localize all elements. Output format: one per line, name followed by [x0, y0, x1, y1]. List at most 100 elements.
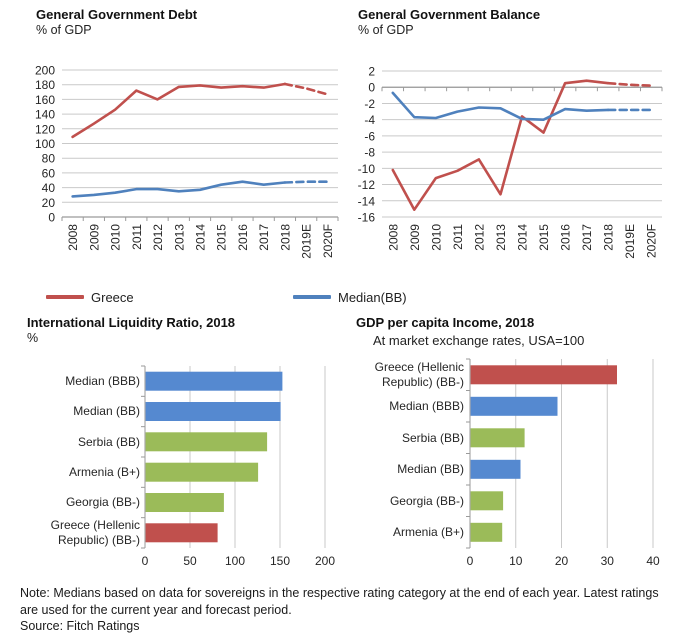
category-label: Georgia (BB-) — [389, 493, 464, 508]
bar — [145, 432, 268, 452]
category-label: Armenia (B+) — [68, 464, 140, 479]
y-tick-label: 140 — [35, 108, 55, 122]
category-label: Serbia (BB) — [401, 430, 464, 445]
y-tick-label: 80 — [42, 152, 56, 166]
bar — [470, 459, 521, 479]
x-year-label: 2011 — [451, 224, 465, 250]
series-line-greece — [391, 79, 610, 211]
x-year-label: 2020F — [321, 224, 335, 258]
y-tick-label: 40 — [42, 181, 56, 195]
x-year-label: 2009 — [87, 224, 101, 251]
category-label: Greece (Hellenic Republic) (BB-) — [374, 360, 464, 389]
category-label: Median (BB) — [397, 462, 464, 477]
x-tick-label: 20 — [555, 554, 569, 568]
bar — [470, 491, 504, 511]
series-line-median-bb- — [283, 180, 329, 184]
bar — [470, 365, 617, 385]
bar — [145, 402, 281, 421]
y-tick-label: -16 — [358, 211, 376, 225]
legend-label-median-bb: Median(BB) — [338, 289, 407, 305]
y-tick-label: -2 — [364, 97, 375, 111]
debt-chart-title: General Government Debt — [36, 7, 198, 22]
x-year-label: 2009 — [408, 224, 422, 251]
series-line-greece — [283, 82, 329, 96]
gdp-chart-title: GDP per capita Income, 2018 — [356, 315, 535, 330]
x-year-label: 2013 — [494, 224, 508, 251]
x-year-label: 2016 — [236, 224, 250, 251]
x-tick-label: 30 — [601, 554, 615, 568]
x-year-label: 2020F — [645, 224, 659, 258]
x-year-label: 2014 — [516, 224, 530, 251]
series-line-greece — [606, 81, 653, 87]
x-year-label: 2019E — [623, 224, 637, 259]
x-tick-label: 0 — [467, 554, 474, 568]
y-tick-label: -4 — [364, 113, 375, 127]
footnote-text: Note: Medians based on data for sovereig… — [20, 586, 659, 617]
debt-chart-subtitle: % of GDP — [36, 23, 92, 37]
category-label: Georgia (BB-) — [65, 495, 140, 510]
category-label: Serbia (BB) — [77, 434, 140, 449]
y-tick-label: 0 — [48, 211, 55, 225]
category-label: Median (BB) — [73, 404, 140, 419]
bar — [145, 371, 283, 391]
category-label: Greece (Hellenic Republic) (BB-) — [50, 518, 140, 547]
x-year-label: 2018 — [602, 224, 616, 251]
y-tick-label: -12 — [358, 178, 376, 192]
y-tick-label: 0 — [368, 81, 375, 95]
y-tick-label: -6 — [364, 129, 375, 143]
footnote-source: Source: Fitch Ratings — [20, 619, 140, 633]
legend-item-median-bb: Median(BB) — [293, 289, 407, 305]
x-year-label: 2016 — [559, 224, 573, 251]
x-tick-label: 0 — [142, 554, 149, 568]
y-tick-label: 200 — [35, 64, 55, 78]
y-tick-label: 20 — [42, 196, 56, 210]
y-tick-label: -14 — [358, 194, 376, 208]
category-label: Median (BBB) — [389, 399, 464, 414]
bar — [470, 428, 525, 448]
series-line-median-bb- — [391, 91, 610, 121]
x-year-label: 2012 — [472, 224, 486, 251]
y-tick-label: 100 — [35, 137, 55, 151]
x-year-label: 2017 — [257, 224, 271, 251]
x-year-label: 2010 — [109, 224, 123, 251]
y-tick-label: 60 — [42, 166, 56, 180]
balance-chart-title: General Government Balance — [358, 7, 541, 22]
liquidity-chart-subtitle: % — [27, 331, 39, 345]
y-tick-label: -8 — [364, 146, 375, 160]
median-bb-line-swatch — [293, 295, 331, 299]
bar — [145, 493, 224, 512]
liquidity-chart-title: International Liquidity Ratio, 2018 — [27, 315, 236, 330]
category-label: Median (BBB) — [65, 373, 140, 388]
x-year-label: 2011 — [130, 224, 144, 250]
y-tick-label: 2 — [368, 65, 375, 79]
series-line-median-bb- — [71, 180, 287, 198]
y-tick-label: 120 — [35, 122, 55, 136]
x-tick-label: 200 — [315, 554, 335, 568]
y-tick-label: 160 — [35, 93, 55, 107]
x-tick-label: 40 — [646, 554, 660, 568]
x-year-label: 2008 — [386, 224, 400, 251]
x-year-label: 2012 — [151, 224, 165, 251]
x-year-label: 2008 — [66, 224, 80, 251]
x-year-label: 2018 — [278, 224, 292, 251]
bar — [145, 462, 259, 482]
x-year-label: 2015 — [215, 224, 229, 251]
x-tick-label: 10 — [509, 554, 523, 568]
category-label: Armenia (B+) — [392, 525, 464, 540]
x-tick-label: 150 — [270, 554, 290, 568]
x-year-label: 2014 — [194, 224, 208, 251]
x-tick-label: 100 — [225, 554, 245, 568]
legend-item-greece: Greece — [46, 289, 134, 305]
x-year-label: 2015 — [537, 224, 551, 251]
x-year-label: 2017 — [580, 224, 594, 251]
bar — [470, 522, 503, 542]
greece-line-swatch — [46, 295, 84, 299]
series-line-greece — [71, 82, 287, 139]
legend-label-greece: Greece — [91, 289, 134, 305]
bar — [145, 523, 218, 543]
x-year-label: 2019E — [300, 224, 314, 259]
bar — [470, 396, 558, 416]
gdp-chart-subtitle: At market exchange rates, USA=100 — [373, 333, 585, 348]
